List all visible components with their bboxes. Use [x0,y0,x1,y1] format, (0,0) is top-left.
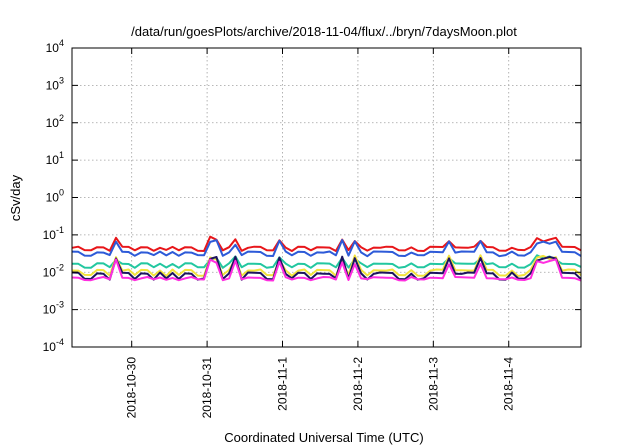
x-tick-label: 2018-11-1 [276,357,290,411]
axis-ticks [72,47,581,348]
y-tick-label: 10-2 [43,262,64,279]
series-line-1 [71,235,582,252]
y-tick-label: 101 [46,150,64,167]
series-line-4 [71,254,582,277]
x-tick-label: 2018-11-3 [426,357,440,411]
axis-tick-labels: 10-4 10-3 10-2 10-1 100 101 102 103 104 2018-10-3… [43,38,516,418]
x-tick-label: 2018-11-4 [502,357,516,411]
x-tick-label: 2018-11-2 [351,357,365,411]
series-line-5 [71,255,582,281]
series-line-3 [71,254,582,269]
series-line-2 [71,239,582,258]
y-tick-label: 10-3 [43,300,64,317]
y-tick-label: 103 [46,75,64,92]
x-tick-label: 2018-10-30 [125,357,139,419]
series-layer [71,235,582,282]
chart-title: /data/run/goesPlots/archive/2018-11-04/f… [131,24,517,39]
y-tick-label: 10-1 [43,225,64,242]
y-tick-label: 104 [46,38,64,55]
y-tick-label: 102 [46,113,64,130]
series-line-6 [71,258,582,282]
y-axis-label: cSv/day [8,174,23,221]
x-axis-label: Coordinated Universal Time (UTC) [224,430,423,445]
y-tick-label: 100 [46,188,64,205]
y-tick-label: 10-4 [43,337,64,354]
grid [72,48,581,347]
x-tick-label: 2018-10-31 [200,357,214,419]
